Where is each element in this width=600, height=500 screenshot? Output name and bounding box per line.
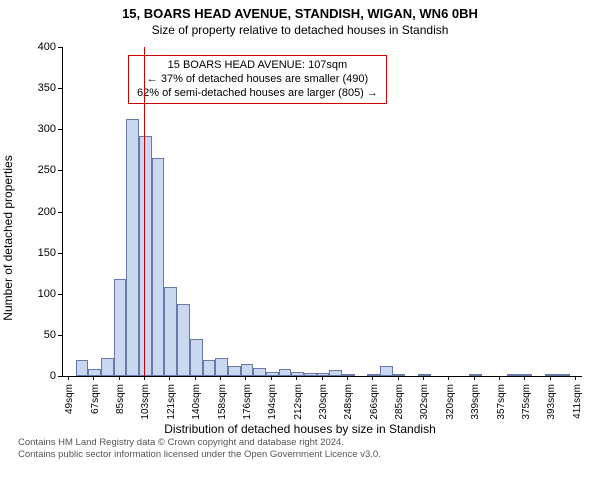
x-tick-mark [448, 376, 449, 380]
title-sub: Size of property relative to detached ho… [0, 23, 600, 37]
histogram-bar [317, 373, 330, 376]
histogram-bar [76, 360, 89, 376]
x-tick-mark [499, 376, 500, 380]
histogram-bar [190, 339, 203, 376]
histogram-bar [380, 366, 393, 376]
histogram-bar [393, 374, 406, 376]
info-box-line: 15 BOARS HEAD AVENUE: 107sqm [137, 59, 378, 73]
x-tick-mark [423, 376, 424, 380]
x-tick-mark [68, 376, 69, 380]
y-tick-label: 150 [38, 247, 56, 259]
x-tick-mark [347, 376, 348, 380]
histogram-bar [101, 358, 114, 376]
histogram-bar [241, 364, 254, 376]
y-tick-label: 50 [44, 329, 56, 341]
histogram-bar [203, 360, 216, 376]
histogram-bar [304, 373, 317, 376]
x-tick-mark [144, 376, 145, 380]
y-tick-label: 100 [38, 288, 56, 300]
footer-credits: Contains HM Land Registry data © Crown c… [18, 437, 582, 461]
histogram-bar [114, 279, 127, 376]
y-tick-label: 300 [38, 123, 56, 135]
histogram-bar [266, 372, 279, 376]
x-tick-mark [245, 376, 246, 380]
info-box-line: ← 37% of detached houses are smaller (49… [137, 73, 378, 87]
x-tick-mark [169, 376, 170, 380]
histogram-bar [177, 304, 190, 376]
plot-area: 15 BOARS HEAD AVENUE: 107sqm← 37% of det… [62, 47, 582, 377]
y-tick-label: 400 [38, 41, 56, 53]
y-tick-label: 200 [38, 206, 56, 218]
x-tick-mark [220, 376, 221, 380]
x-tick-mark [474, 376, 475, 380]
info-box-line: 62% of semi-detached houses are larger (… [137, 87, 378, 101]
histogram-bar [507, 374, 520, 376]
histogram-bar [215, 358, 228, 376]
y-tick-label: 350 [38, 82, 56, 94]
histogram-bar [545, 374, 558, 376]
x-tick-mark [550, 376, 551, 380]
histogram-bar [228, 366, 241, 376]
footer-line: Contains public sector information licen… [18, 449, 582, 461]
chart-area: Number of detached properties 0501001502… [10, 43, 590, 433]
x-tick-mark [119, 376, 120, 380]
x-tick-mark [93, 376, 94, 380]
x-axis-label: Distribution of detached houses by size … [10, 422, 590, 436]
marker-line [144, 47, 145, 376]
histogram-bar [164, 287, 177, 376]
histogram-bar [558, 374, 571, 376]
x-tick-mark [322, 376, 323, 380]
x-tick-mark [398, 376, 399, 380]
footer-line: Contains HM Land Registry data © Crown c… [18, 437, 582, 449]
x-tick-mark [296, 376, 297, 380]
histogram-bar [139, 136, 152, 376]
y-tick-label: 250 [38, 164, 56, 176]
histogram-bar [469, 374, 482, 376]
y-axis-label: Number of detached properties [1, 155, 15, 320]
histogram-bar [418, 374, 431, 376]
histogram-bar [279, 369, 292, 376]
histogram-bar [291, 372, 304, 376]
info-box: 15 BOARS HEAD AVENUE: 107sqm← 37% of det… [128, 55, 387, 104]
histogram-bar [367, 374, 380, 376]
x-tick-mark [575, 376, 576, 380]
x-tick-mark [195, 376, 196, 380]
histogram-bar [342, 374, 355, 376]
y-tick-label: 0 [50, 370, 56, 382]
histogram-bar [126, 119, 139, 376]
title-main: 15, BOARS HEAD AVENUE, STANDISH, WIGAN, … [0, 6, 600, 21]
x-tick-mark [271, 376, 272, 380]
histogram-bar [88, 369, 101, 376]
histogram-bar [253, 368, 266, 376]
histogram-bar [329, 370, 342, 376]
histogram-bar [520, 374, 533, 376]
histogram-bar [152, 158, 165, 376]
x-tick-mark [524, 376, 525, 380]
x-tick-mark [372, 376, 373, 380]
